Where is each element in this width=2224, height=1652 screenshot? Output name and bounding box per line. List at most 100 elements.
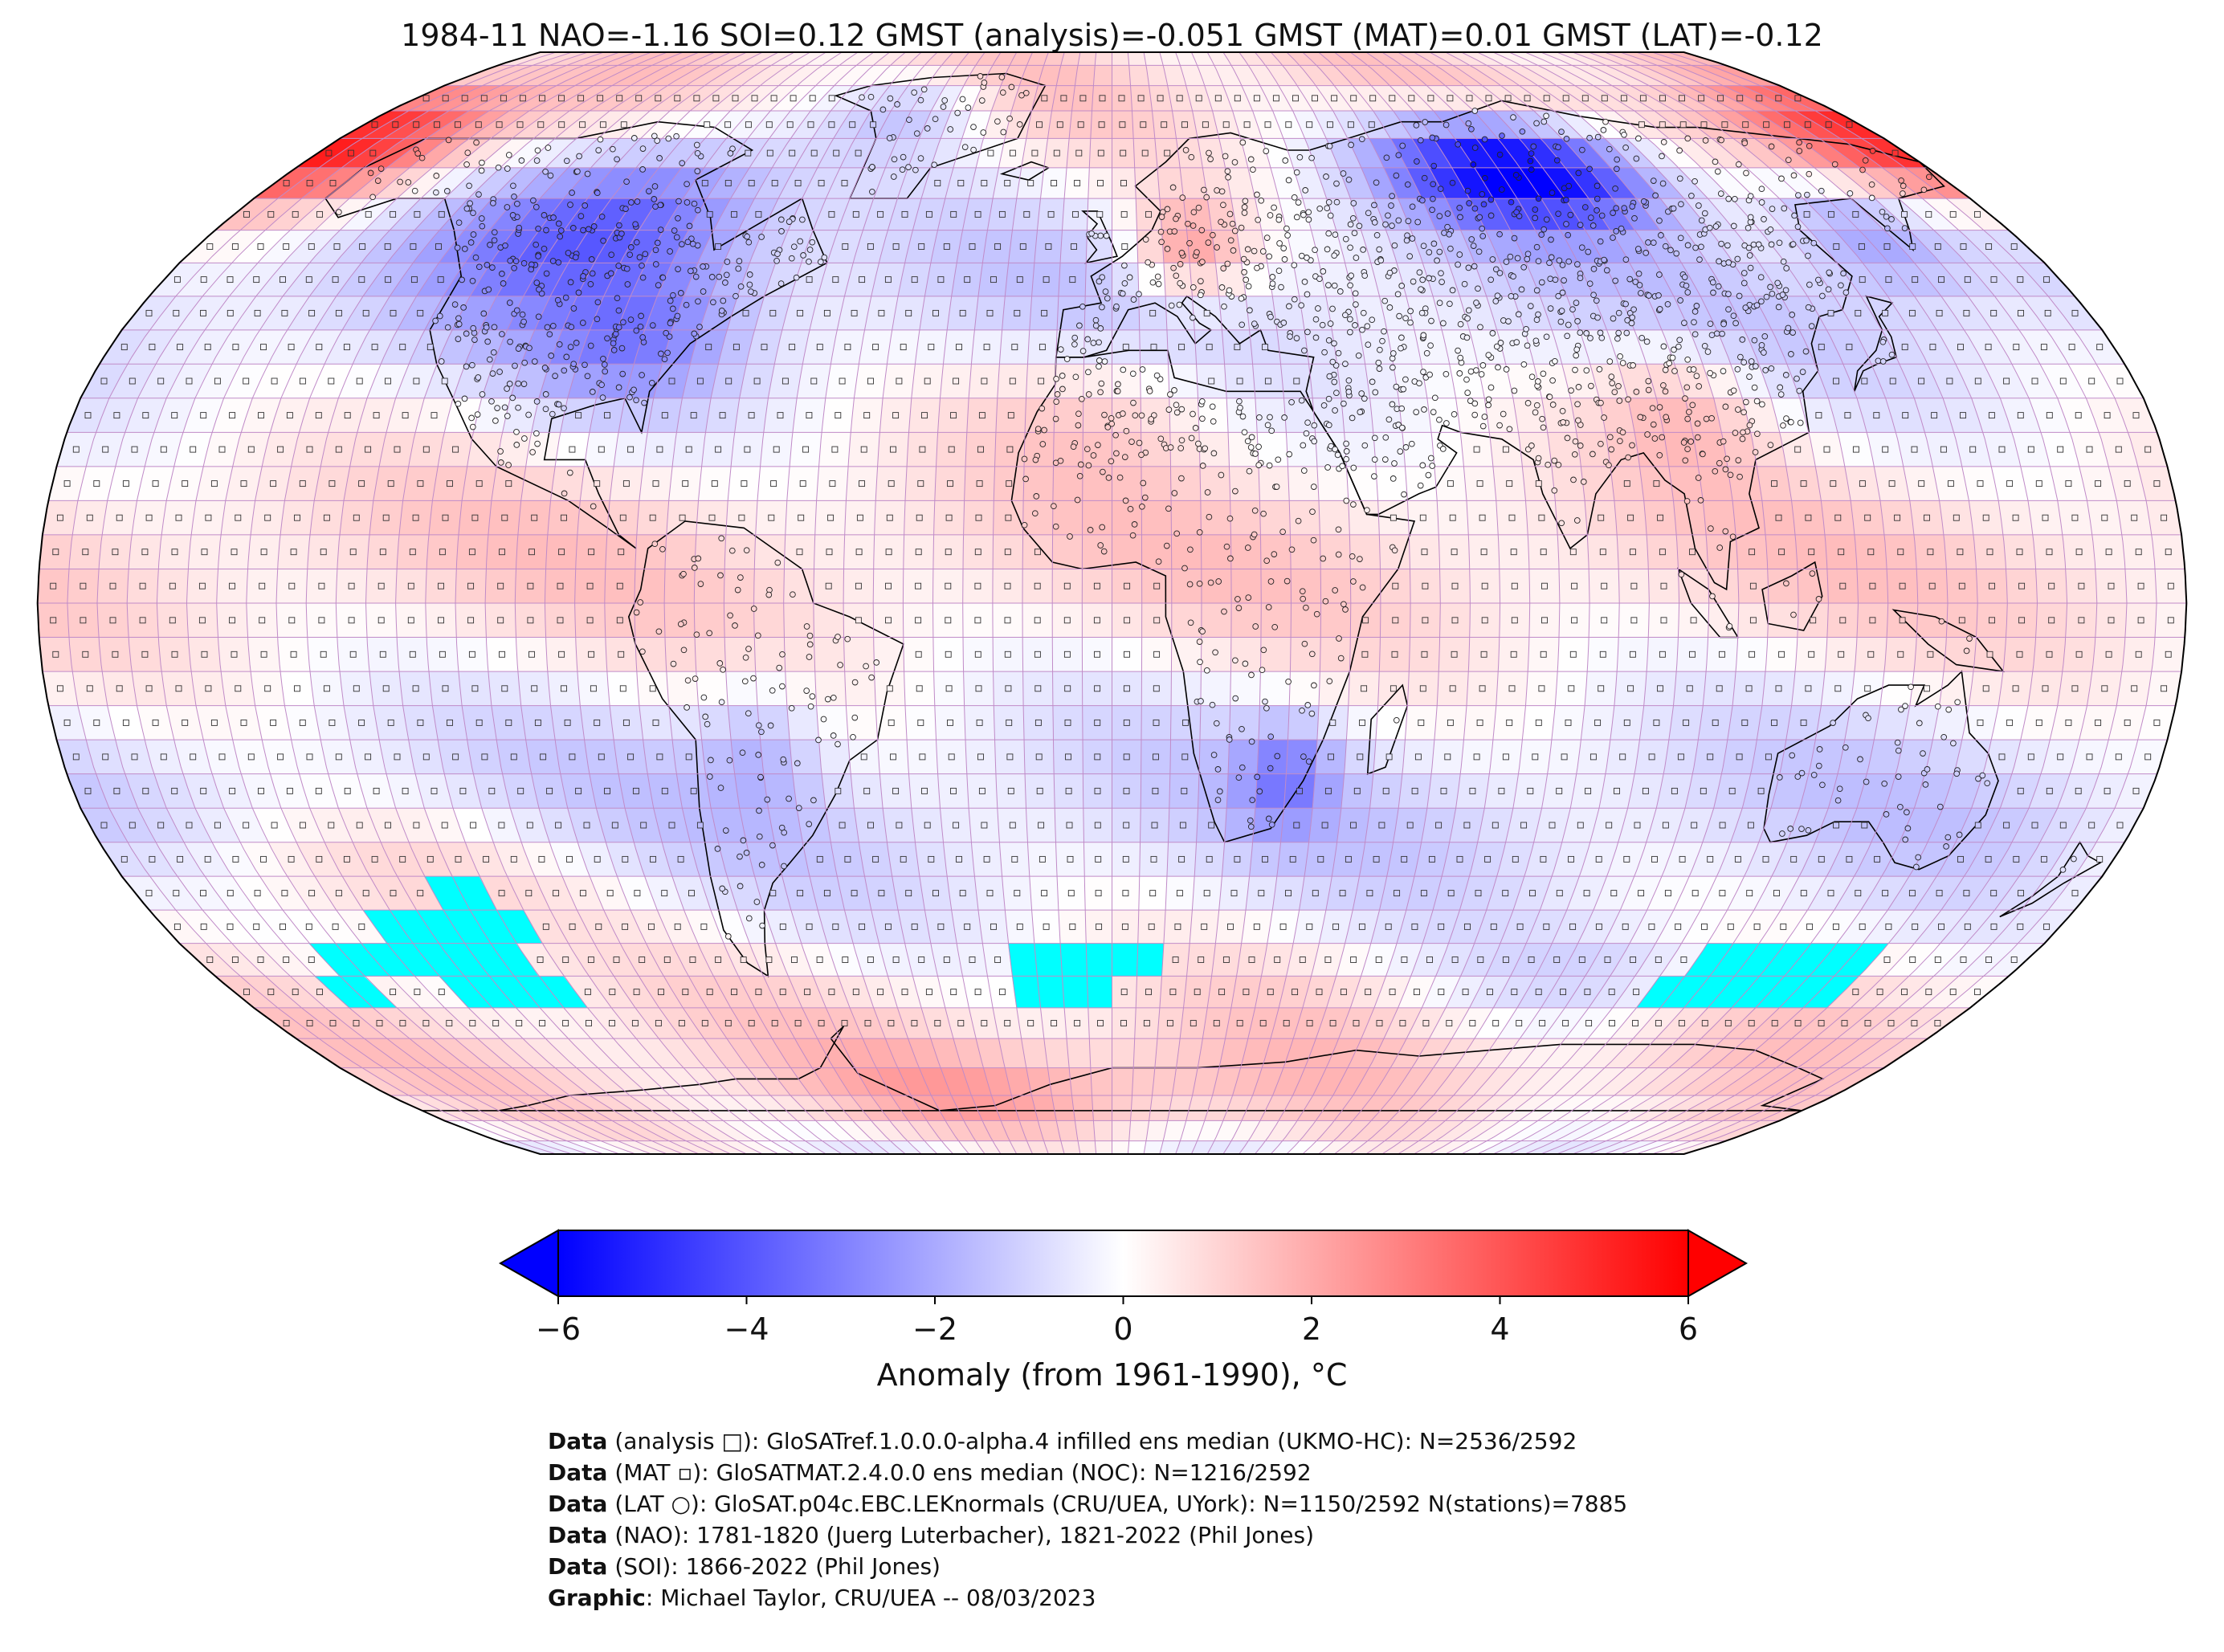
station-marker bbox=[1242, 660, 1249, 667]
station-marker bbox=[1690, 366, 1697, 373]
ocean-marker bbox=[1041, 309, 1048, 316]
station-marker bbox=[1505, 318, 1512, 324]
ocean-marker bbox=[859, 480, 865, 487]
ocean-marker bbox=[160, 753, 167, 761]
station-marker bbox=[1199, 628, 1206, 635]
station-marker bbox=[757, 773, 764, 781]
ocean-marker bbox=[288, 855, 295, 863]
station-marker bbox=[1085, 369, 1092, 376]
station-marker bbox=[658, 350, 664, 357]
ocean-marker bbox=[413, 377, 420, 385]
station-marker bbox=[1085, 391, 1092, 398]
station-marker bbox=[1722, 403, 1729, 410]
station-marker bbox=[1686, 409, 1692, 415]
station-marker bbox=[549, 410, 556, 418]
ocean-marker bbox=[915, 582, 922, 589]
ocean-marker bbox=[84, 787, 92, 794]
ocean-marker bbox=[1317, 855, 1324, 863]
station-marker bbox=[1247, 817, 1254, 824]
station-marker bbox=[1331, 340, 1337, 347]
ocean-marker bbox=[1818, 855, 1825, 863]
station-marker bbox=[765, 591, 773, 598]
station-marker bbox=[1273, 483, 1280, 490]
station-marker bbox=[1788, 351, 1794, 357]
ocean-marker bbox=[409, 549, 416, 556]
ocean-marker bbox=[885, 582, 892, 589]
grid-cell bbox=[1082, 466, 1112, 501]
station-marker bbox=[1598, 399, 1604, 406]
ocean-marker bbox=[1934, 1020, 1941, 1026]
station-marker bbox=[776, 664, 783, 671]
station-marker bbox=[1545, 461, 1552, 468]
ocean-marker bbox=[1556, 890, 1563, 897]
station-marker bbox=[1660, 343, 1667, 350]
ocean-marker bbox=[1719, 651, 1725, 658]
ocean-marker bbox=[190, 446, 197, 453]
station-marker bbox=[1251, 320, 1258, 327]
station-marker bbox=[1419, 462, 1426, 469]
ocean-marker bbox=[169, 617, 176, 624]
ocean-marker bbox=[1447, 890, 1455, 897]
station-marker bbox=[615, 384, 622, 391]
ocean-marker bbox=[770, 480, 777, 487]
ocean-marker bbox=[1153, 753, 1159, 761]
ocean-marker bbox=[806, 923, 813, 930]
ocean-marker bbox=[2040, 344, 2047, 351]
ocean-marker bbox=[594, 480, 601, 487]
ocean-marker bbox=[1982, 514, 1989, 521]
station-marker bbox=[1427, 342, 1434, 349]
station-marker bbox=[649, 322, 656, 328]
ocean-marker bbox=[1484, 855, 1492, 863]
station-marker bbox=[1439, 446, 1447, 452]
grid-cell bbox=[1062, 976, 1089, 1009]
ocean-marker bbox=[1629, 549, 1636, 556]
station-marker bbox=[1637, 414, 1644, 421]
ocean-marker bbox=[160, 446, 167, 453]
ocean-marker bbox=[975, 514, 982, 521]
ocean-marker bbox=[1283, 1020, 1290, 1026]
ocean-marker bbox=[586, 1020, 592, 1026]
ocean-marker bbox=[1150, 855, 1157, 863]
station-marker bbox=[555, 401, 562, 408]
station-marker bbox=[1401, 491, 1407, 498]
station-marker bbox=[513, 428, 520, 435]
ocean-marker bbox=[715, 446, 722, 453]
ocean-marker bbox=[129, 377, 136, 385]
station-marker bbox=[1299, 588, 1306, 595]
station-marker bbox=[1569, 306, 1576, 313]
ocean-marker bbox=[1375, 957, 1382, 963]
ocean-marker bbox=[1005, 514, 1012, 521]
ocean-marker bbox=[1662, 822, 1669, 829]
grid-cell bbox=[1074, 1120, 1096, 1141]
ocean-marker bbox=[243, 822, 250, 829]
ocean-marker bbox=[198, 617, 206, 624]
ocean-marker bbox=[1067, 890, 1075, 897]
station-marker bbox=[1347, 316, 1353, 323]
grid-cell bbox=[1349, 534, 1381, 569]
station-marker bbox=[599, 394, 606, 401]
grid-cell bbox=[724, 602, 755, 638]
grid-cell bbox=[1127, 52, 1147, 66]
station-marker bbox=[1052, 415, 1059, 422]
ocean-marker bbox=[998, 989, 1006, 996]
station-marker bbox=[1171, 387, 1177, 394]
ocean-marker bbox=[900, 855, 907, 863]
ocean-marker bbox=[575, 787, 582, 794]
ocean-marker bbox=[1608, 989, 1615, 996]
ocean-marker bbox=[1182, 719, 1190, 726]
station-marker bbox=[767, 722, 774, 729]
station-marker bbox=[600, 355, 606, 362]
ocean-marker bbox=[2124, 480, 2131, 487]
ocean-marker bbox=[1438, 989, 1445, 996]
ocean-marker bbox=[1623, 855, 1630, 863]
station-marker bbox=[582, 361, 588, 369]
grid-cell bbox=[1346, 466, 1378, 501]
station-marker bbox=[1834, 797, 1842, 804]
ocean-marker bbox=[1815, 412, 1822, 419]
station-marker bbox=[684, 677, 692, 684]
station-marker bbox=[1732, 320, 1739, 327]
station-marker bbox=[1588, 382, 1594, 390]
ocean-marker bbox=[1007, 412, 1014, 419]
grid-cell bbox=[1037, 976, 1065, 1009]
ocean-marker bbox=[1074, 1020, 1081, 1026]
